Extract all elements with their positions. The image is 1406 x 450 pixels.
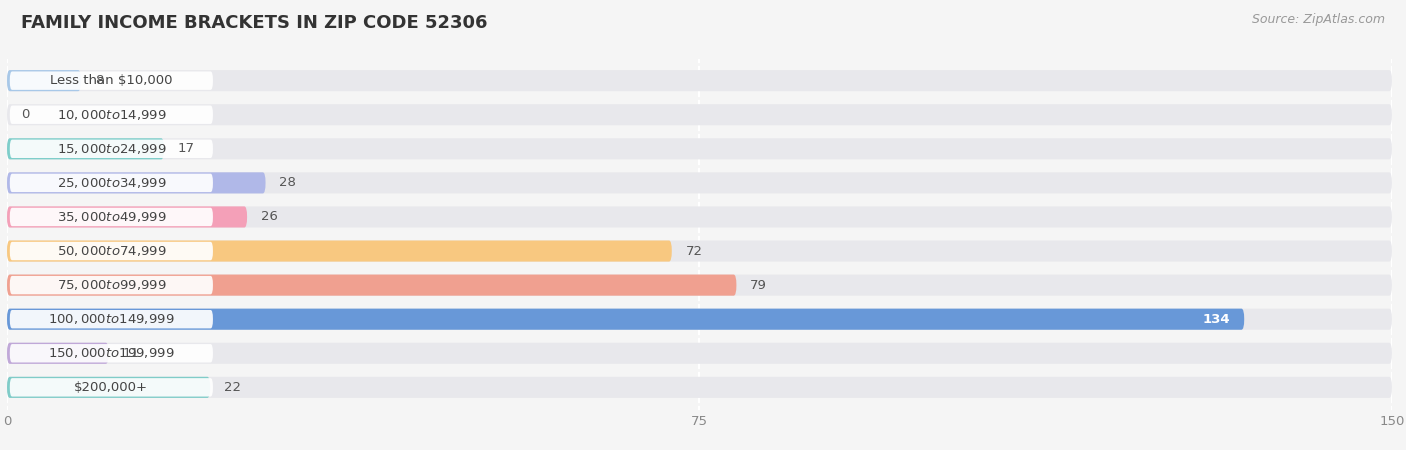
Text: 79: 79 <box>751 279 768 292</box>
Text: 134: 134 <box>1202 313 1230 326</box>
FancyBboxPatch shape <box>7 343 108 364</box>
Text: 22: 22 <box>224 381 240 394</box>
FancyBboxPatch shape <box>7 240 672 261</box>
FancyBboxPatch shape <box>7 274 737 296</box>
FancyBboxPatch shape <box>7 309 1244 330</box>
Text: 0: 0 <box>21 108 30 121</box>
FancyBboxPatch shape <box>10 174 212 192</box>
Text: 26: 26 <box>262 211 278 224</box>
Text: $75,000 to $99,999: $75,000 to $99,999 <box>56 278 166 292</box>
Text: $15,000 to $24,999: $15,000 to $24,999 <box>56 142 166 156</box>
Text: Source: ZipAtlas.com: Source: ZipAtlas.com <box>1251 14 1385 27</box>
Text: $35,000 to $49,999: $35,000 to $49,999 <box>56 210 166 224</box>
Text: $150,000 to $199,999: $150,000 to $199,999 <box>48 346 174 360</box>
Text: 28: 28 <box>280 176 297 189</box>
FancyBboxPatch shape <box>7 138 165 159</box>
FancyBboxPatch shape <box>10 208 212 226</box>
FancyBboxPatch shape <box>10 72 212 90</box>
Text: 17: 17 <box>177 142 195 155</box>
FancyBboxPatch shape <box>10 276 212 294</box>
FancyBboxPatch shape <box>7 207 247 228</box>
FancyBboxPatch shape <box>7 172 1392 194</box>
FancyBboxPatch shape <box>7 138 1392 159</box>
Text: $25,000 to $34,999: $25,000 to $34,999 <box>56 176 166 190</box>
FancyBboxPatch shape <box>7 377 1392 398</box>
FancyBboxPatch shape <box>7 104 1392 125</box>
FancyBboxPatch shape <box>10 106 212 124</box>
FancyBboxPatch shape <box>10 378 212 396</box>
Text: FAMILY INCOME BRACKETS IN ZIP CODE 52306: FAMILY INCOME BRACKETS IN ZIP CODE 52306 <box>21 14 488 32</box>
FancyBboxPatch shape <box>7 70 1392 91</box>
FancyBboxPatch shape <box>7 172 266 194</box>
FancyBboxPatch shape <box>7 207 1392 228</box>
Text: Less than $10,000: Less than $10,000 <box>51 74 173 87</box>
FancyBboxPatch shape <box>7 70 82 91</box>
Text: $100,000 to $149,999: $100,000 to $149,999 <box>48 312 174 326</box>
FancyBboxPatch shape <box>7 343 1392 364</box>
Text: $200,000+: $200,000+ <box>75 381 149 394</box>
FancyBboxPatch shape <box>10 242 212 260</box>
Text: 11: 11 <box>122 347 139 360</box>
FancyBboxPatch shape <box>7 274 1392 296</box>
FancyBboxPatch shape <box>10 140 212 158</box>
FancyBboxPatch shape <box>10 344 212 362</box>
Text: 72: 72 <box>686 244 703 257</box>
FancyBboxPatch shape <box>7 377 209 398</box>
Text: $50,000 to $74,999: $50,000 to $74,999 <box>56 244 166 258</box>
FancyBboxPatch shape <box>7 309 1392 330</box>
FancyBboxPatch shape <box>7 240 1392 261</box>
Text: 8: 8 <box>94 74 103 87</box>
FancyBboxPatch shape <box>10 310 212 328</box>
Text: $10,000 to $14,999: $10,000 to $14,999 <box>56 108 166 122</box>
